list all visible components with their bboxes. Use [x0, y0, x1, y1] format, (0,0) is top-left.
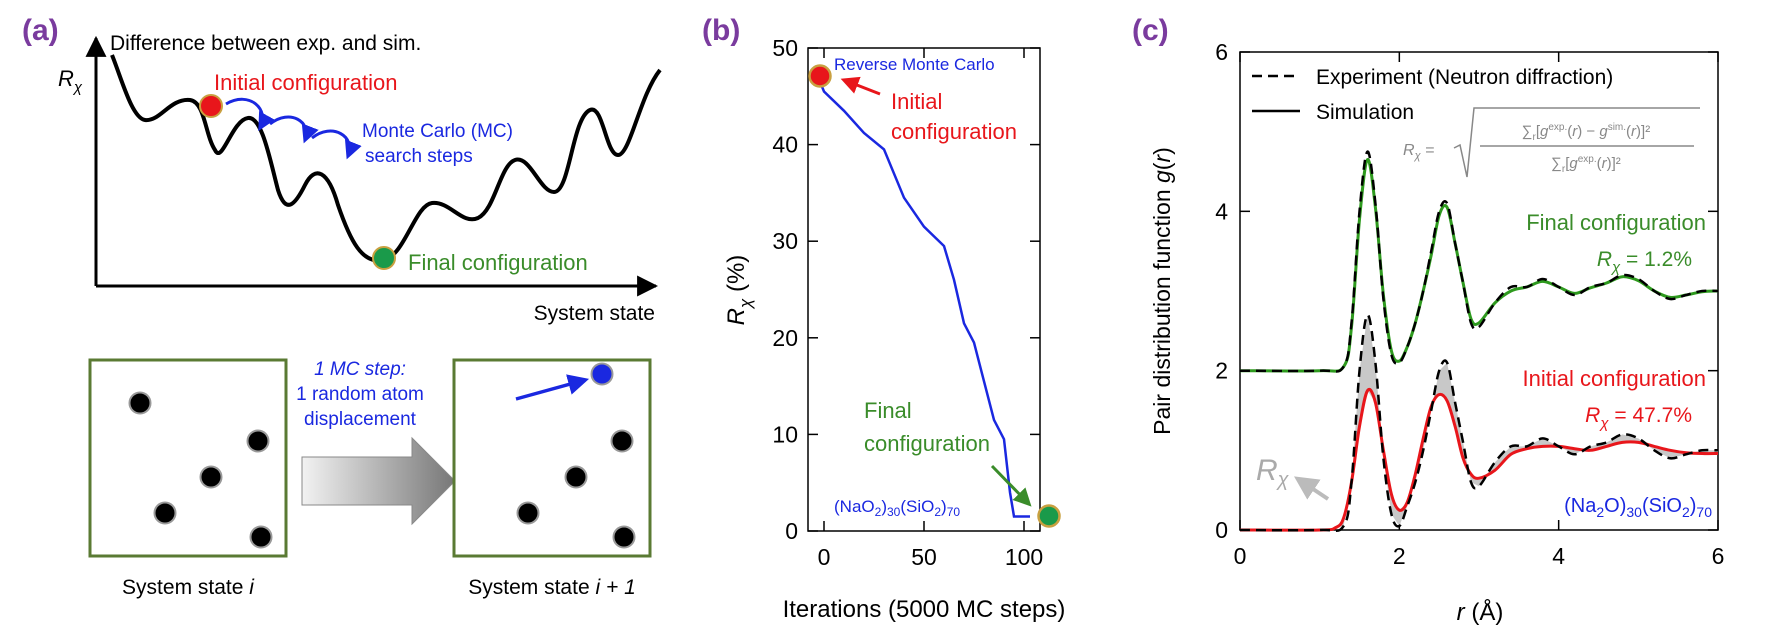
atom [516, 501, 540, 525]
final-config-label: Final configuration [408, 250, 588, 275]
initial-config-label: Initial configuration [214, 70, 397, 95]
panel-b-x-label: Iterations (5000 MC steps) [783, 596, 1066, 623]
system-state-i-box [88, 358, 288, 558]
panel-a-label: (a) [22, 14, 59, 47]
rchi-area-label: Rχ [1256, 454, 1290, 491]
y-tick-label: 40 [772, 132, 798, 158]
formula-sqrt [1453, 107, 1700, 178]
mc-steps-label-line1: Monte Carlo (MC) [362, 121, 513, 142]
panel-b-ticks: 0 10 20 30 40 50 0 50 100 [772, 35, 1043, 570]
final-annotation-line1: Final [864, 398, 912, 423]
y-tick-label: 20 [772, 325, 798, 351]
mc-hop-arrow-1 [225, 97, 275, 132]
initial-config-label-c: Initial configuration [1523, 366, 1706, 391]
panel-c-y-label: Pair distribution function g(r) [1149, 147, 1175, 435]
panel-b: (b) 0 10 20 30 40 50 0 50 100 Reverse Monte Carl… [702, 14, 1065, 623]
initial-annotation-line1: Initial [891, 89, 942, 114]
initial-config-ball [199, 94, 223, 118]
panel-b-y-label: Rχ (%) [723, 255, 755, 326]
legend-experiment-label: Experiment (Neutron diffraction) [1316, 66, 1613, 89]
panel-c-ticks: 0 2 4 6 0 2 4 6 [1215, 39, 1724, 569]
mc-step-label-line3: displacement [304, 409, 417, 430]
final-config-point [1037, 504, 1061, 528]
atom [564, 465, 588, 489]
legend-simulation-label: Simulation [1316, 101, 1414, 124]
mc-step-big-arrow [301, 436, 456, 526]
mc-hop-arrow-2 [269, 115, 319, 144]
atom [610, 429, 634, 453]
system-state-i-plus-1-caption: System state i + 1 [468, 576, 636, 599]
rmc-series-line [816, 76, 1030, 518]
series-legend-label: Reverse Monte Carlo [834, 55, 995, 74]
energy-landscape-curve [110, 54, 662, 263]
final-config-label-c: Final configuration [1526, 210, 1706, 235]
final-annotation-arrow [990, 464, 1032, 507]
x-tick-label: 4 [1552, 543, 1565, 569]
landscape-x-label: System state [534, 302, 655, 325]
y-tick-label: 50 [772, 35, 798, 61]
displacement-arrow [515, 374, 590, 401]
x-tick-label: 2 [1393, 543, 1406, 569]
initial-annotation-line2: configuration [891, 119, 1017, 144]
rchi-area-arrow [1294, 476, 1330, 501]
system-state-i-caption: System state i [122, 576, 255, 599]
mc-steps-label-line2: search steps [365, 146, 473, 167]
y-tick-label: 6 [1215, 39, 1228, 65]
initial-simulation-line [1239, 387, 1719, 532]
rchi-formula: Rχ = ∑r[gexp.(r) − gsim.(r)]² ∑r[gexp.(r… [1403, 107, 1700, 178]
y-tick-label: 30 [772, 228, 798, 254]
formula-denominator: ∑r[gexp.(r)]² [1551, 154, 1621, 175]
x-tick-label: 100 [1005, 544, 1043, 570]
final-config-ball [372, 246, 396, 270]
panel-b-label: (b) [702, 14, 740, 47]
final-experiment-line [1239, 150, 1719, 373]
panel-c-x-label: r (Å) [1457, 598, 1504, 626]
atom [612, 525, 636, 549]
y-tick-label: 4 [1215, 198, 1228, 224]
mc-step-label-line1: 1 MC step: [314, 359, 406, 380]
formula-numerator: ∑r[gexp.(r) − gsim.(r)]² [1522, 122, 1650, 143]
landscape-title: Difference between exp. and sim. [110, 32, 421, 55]
initial-config-point [808, 64, 832, 88]
system-state-i-plus-1-box [452, 358, 652, 558]
panel-b-composition: (NaO2)30(SiO2)70 [834, 497, 960, 519]
mc-hop-arrow-3 [311, 129, 362, 160]
x-tick-label: 0 [818, 544, 831, 570]
atom [153, 501, 177, 525]
atom [249, 525, 273, 549]
x-tick-label: 50 [911, 544, 937, 570]
panel-c-composition: (Na2O)30(SiO2)70 [1564, 495, 1712, 520]
initial-experiment-line [1239, 313, 1719, 532]
y-tick-label: 0 [1215, 517, 1228, 543]
y-tick-label: 10 [772, 421, 798, 447]
x-tick-label: 6 [1712, 543, 1725, 569]
panel-c: (c) 0 2 4 6 0 2 4 6 Experiment (Neutron diffrac… [1132, 14, 1724, 626]
initial-rchi-label: Rχ = 47.7% [1585, 404, 1692, 432]
mc-step-label-line2: 1 random atom [296, 384, 424, 405]
y-tick-label: 0 [785, 518, 798, 544]
panel-a: (a) Difference between exp. and sim. Rχ … [22, 14, 662, 599]
formula-lhs: Rχ = [1403, 142, 1434, 162]
final-annotation-line2: configuration [864, 431, 990, 456]
atom [128, 391, 152, 415]
atom [199, 465, 223, 489]
landscape-y-label: Rχ [58, 66, 83, 96]
panel-c-label: (c) [1132, 14, 1169, 47]
final-rchi-label: Rχ = 1.2% [1597, 248, 1692, 276]
y-tick-label: 2 [1215, 358, 1228, 384]
displaced-atom [590, 362, 614, 386]
atom [246, 429, 270, 453]
x-tick-label: 0 [1234, 543, 1247, 569]
initial-annotation-arrow [840, 76, 881, 96]
